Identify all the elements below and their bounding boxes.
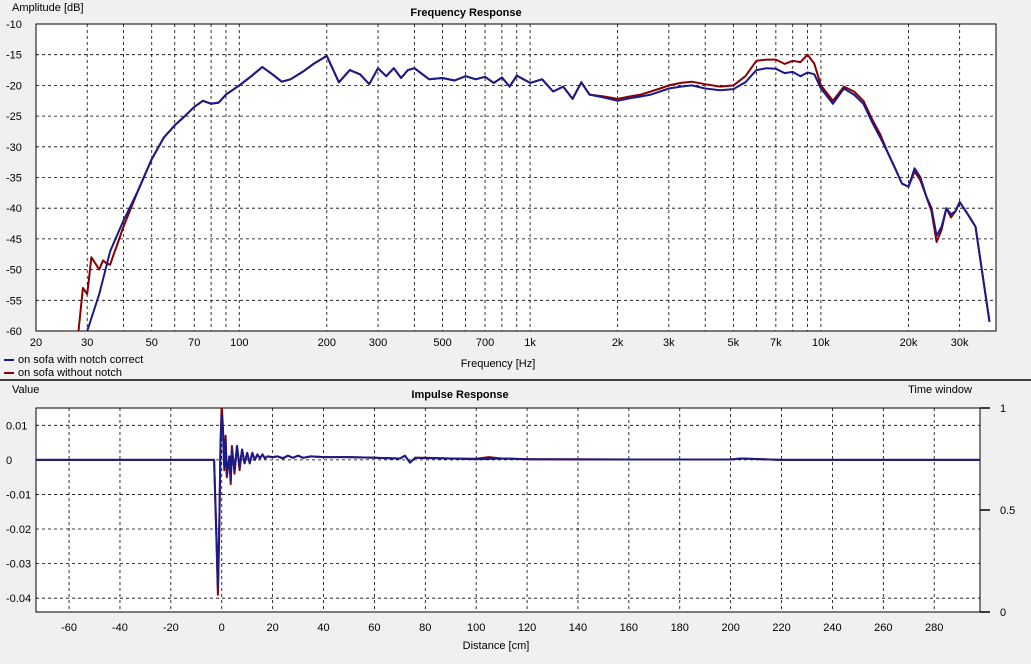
- imp-x-tick-label: 20: [267, 622, 279, 634]
- freq-y-axis-label: Amplitude [dB]: [12, 2, 84, 14]
- imp-x-tick-label: 120: [518, 622, 536, 634]
- impulse-line-without-notch: [36, 408, 980, 596]
- freq-y-tick-label: -40: [6, 203, 22, 215]
- frequency-response-chart: Amplitude [dB] Frequency Response Freque…: [6, 2, 997, 370]
- imp-y-tick-label: 0: [6, 455, 12, 467]
- imp-y-tick-label: -0.01: [6, 489, 31, 501]
- freq-chart-title: Frequency Response: [410, 7, 521, 19]
- freq-y-tick-label: -30: [6, 142, 22, 154]
- imp-x-tick-label: 160: [620, 622, 638, 634]
- freq-y-tick-label: -20: [6, 80, 22, 92]
- time-window-axis-label: Time window: [908, 384, 972, 396]
- freq-x-tick-label: 20k: [900, 337, 918, 349]
- freq-y-tick-label: -45: [6, 234, 22, 246]
- freq-x-tick-label: 200: [318, 337, 336, 349]
- freq-x-tick-label: 70: [188, 337, 200, 349]
- imp-x-tick-label: -20: [163, 622, 179, 634]
- legend-swatch-with-notch: [4, 359, 14, 361]
- imp-x-tick-label: 220: [772, 622, 790, 634]
- imp-x-tick-label: 0: [219, 622, 225, 634]
- imp-x-tick-label: 180: [671, 622, 689, 634]
- imp-y-tick-label: -0.04: [6, 593, 31, 605]
- imp-x-tick-label: -60: [61, 622, 77, 634]
- imp-x-tick-label: 40: [317, 622, 329, 634]
- freq-x-tick-label: 700: [476, 337, 494, 349]
- legend-item-with-notch[interactable]: on sofa with notch correct: [4, 354, 143, 366]
- freq-x-tick-label: 5k: [728, 337, 740, 349]
- imp-x-tick-label: -40: [112, 622, 128, 634]
- freq-x-tick-label: 50: [146, 337, 158, 349]
- imp-y-tick-label: -0.02: [6, 524, 31, 536]
- freq-x-tick-label: 300: [369, 337, 387, 349]
- freq-y-tick-label: -55: [6, 295, 22, 307]
- freq-x-tick-label: 30: [81, 337, 93, 349]
- freq-x-tick-label: 2k: [612, 337, 624, 349]
- time-window-tick-label: 0: [1000, 607, 1006, 619]
- freq-x-tick-label: 3k: [663, 337, 675, 349]
- imp-x-tick-label: 100: [467, 622, 485, 634]
- impulse-line-with-notch: [36, 413, 980, 589]
- time-window-tick-label: 1: [1000, 403, 1006, 415]
- imp-chart-title: Impulse Response: [411, 389, 508, 401]
- freq-x-tick-label: 10k: [812, 337, 830, 349]
- freq-x-tick-label: 7k: [770, 337, 782, 349]
- freq-x-tick-label: 30k: [951, 337, 969, 349]
- freq-x-tick-label: 20: [30, 337, 42, 349]
- imp-x-tick-label: 60: [368, 622, 380, 634]
- freq-y-tick-label: -50: [6, 265, 22, 277]
- freq-x-tick-label: 100: [230, 337, 248, 349]
- freq-x-tick-label: 500: [433, 337, 451, 349]
- legend-swatch-without-notch: [4, 372, 14, 374]
- freq-y-tick-label: -15: [6, 50, 22, 62]
- imp-x-tick-label: 260: [874, 622, 892, 634]
- imp-x-tick-label: 140: [569, 622, 587, 634]
- freq-x-tick-label: 1k: [524, 337, 536, 349]
- legend-label-without-notch: on sofa without notch: [18, 367, 122, 379]
- imp-x-tick-label: 280: [925, 622, 943, 634]
- freq-x-axis-label: Frequency [Hz]: [461, 358, 536, 370]
- time-window-tick-label: 0.5: [1000, 505, 1015, 517]
- imp-x-axis-label: Distance [cm]: [463, 640, 530, 652]
- imp-y-tick-label: 0.01: [6, 420, 27, 432]
- freq-y-tick-label: -25: [6, 111, 22, 123]
- imp-x-tick-label: 80: [419, 622, 431, 634]
- freq-y-tick-label: -60: [6, 326, 22, 338]
- imp-y-axis-label: Value: [12, 384, 39, 396]
- imp-plot-area: [35, 407, 981, 613]
- legend-label-with-notch: on sofa with notch correct: [18, 354, 144, 366]
- freq-y-tick-label: -35: [6, 173, 22, 185]
- panel-divider[interactable]: [0, 379, 1031, 381]
- imp-y-tick-label: -0.03: [6, 559, 31, 571]
- series-line-with-notch: [86, 54, 991, 331]
- imp-x-tick-label: 200: [721, 622, 739, 634]
- legend-item-without-notch[interactable]: on sofa without notch: [4, 367, 122, 379]
- freq-y-tick-label: -10: [6, 19, 22, 31]
- imp-x-tick-label: 240: [823, 622, 841, 634]
